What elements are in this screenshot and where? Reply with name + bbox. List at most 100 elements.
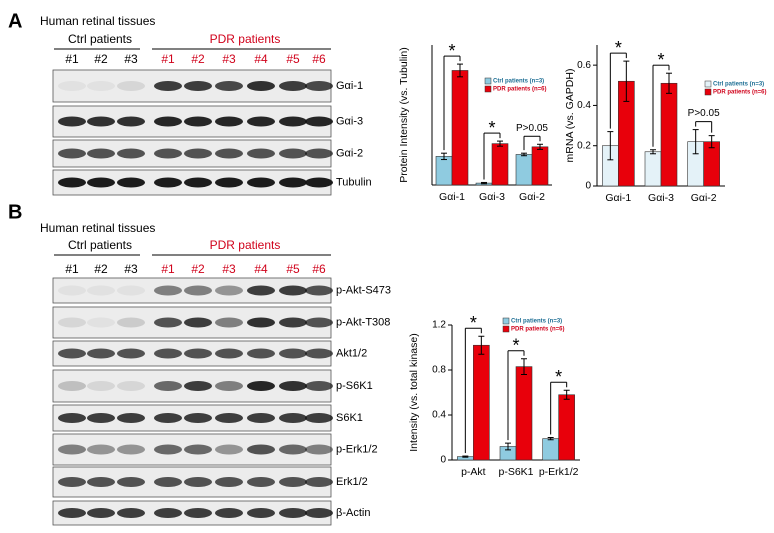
- blot-band: [184, 381, 212, 391]
- lane-label: #3: [222, 52, 236, 66]
- blot-band: [305, 348, 333, 359]
- blot-band: [305, 477, 333, 487]
- blot-band: [87, 285, 115, 296]
- bar: [473, 344, 490, 461]
- blot-label: Tubulin: [336, 176, 372, 188]
- blot-band: [215, 444, 243, 455]
- blot-band: [87, 381, 115, 391]
- blot-band: [87, 477, 115, 487]
- blot-band: [184, 444, 212, 455]
- blot-band: [305, 285, 333, 296]
- blot-band: [279, 348, 307, 359]
- significance-label: *: [512, 336, 519, 356]
- blot-band: [279, 413, 307, 423]
- blot-label: Akt1/2: [336, 347, 367, 359]
- significance-label: *: [470, 313, 477, 333]
- blot-band: [117, 81, 145, 91]
- blot-band: [247, 381, 275, 391]
- blot-band: [87, 444, 115, 455]
- blot-band: [247, 148, 275, 159]
- x-tick-label: p-Akt: [461, 466, 486, 478]
- lane-label: #2: [191, 262, 205, 276]
- blot-band: [154, 381, 182, 391]
- blot-band: [87, 508, 115, 518]
- blot-label: p-S6K1: [336, 380, 373, 392]
- lane-label: #4: [254, 52, 268, 66]
- lane-label: #1: [65, 52, 79, 66]
- blot-band: [215, 177, 243, 188]
- blot-band: [58, 317, 86, 328]
- legend-label: Ctrl patients (n=3): [713, 82, 764, 88]
- blot-label: β-Actin: [336, 507, 370, 519]
- blot-band: [215, 477, 243, 487]
- blot-band: [58, 444, 86, 455]
- bar: [558, 394, 575, 461]
- tissue-label: Human retinal tissues: [40, 14, 155, 28]
- panel-label: A: [8, 10, 22, 32]
- y-tick-label: 0: [440, 455, 446, 466]
- blot-band: [154, 285, 182, 296]
- blot-label: S6K1: [336, 412, 363, 424]
- legend-swatch: [502, 325, 510, 333]
- blot-band: [215, 116, 243, 127]
- blot-band: [279, 317, 307, 328]
- lane-label: #2: [191, 52, 205, 66]
- lane-label: #2: [94, 262, 108, 276]
- lane-label: #3: [124, 262, 138, 276]
- bar: [644, 151, 662, 187]
- lane-label: #6: [312, 52, 326, 66]
- blot-band: [305, 177, 333, 188]
- legend-label: Ctrl patients (n=3): [493, 79, 544, 85]
- legend-label: PDR patients (n=6): [493, 87, 547, 93]
- blot-band: [184, 177, 212, 188]
- blot-band: [154, 148, 182, 159]
- blot-band: [184, 477, 212, 487]
- blot-band: [58, 148, 86, 159]
- blot-band: [215, 148, 243, 159]
- lane-label: #3: [222, 262, 236, 276]
- blot-band: [305, 381, 333, 391]
- blot-band: [184, 317, 212, 328]
- bar: [660, 82, 678, 187]
- bar: [451, 70, 469, 186]
- blot-band: [154, 444, 182, 455]
- blot-label: Gαi-3: [336, 115, 363, 127]
- blot-band: [117, 381, 145, 391]
- lane-label: #5: [286, 52, 300, 66]
- blot-band: [117, 285, 145, 296]
- blot-band: [117, 444, 145, 455]
- blot-label: p-Akt-S473: [336, 284, 391, 296]
- lane-label: #6: [312, 262, 326, 276]
- blot-band: [215, 413, 243, 423]
- blot-band: [117, 413, 145, 423]
- blot-band: [87, 81, 115, 91]
- blot-band: [58, 381, 86, 391]
- bar: [491, 143, 509, 186]
- lane-label: #1: [65, 262, 79, 276]
- blot-band: [184, 348, 212, 359]
- blot-band: [279, 508, 307, 518]
- bar: [515, 154, 533, 186]
- bar: [435, 156, 453, 186]
- blot-band: [184, 413, 212, 423]
- blot-band: [58, 177, 86, 188]
- blot-band: [87, 348, 115, 359]
- blot-band: [154, 348, 182, 359]
- y-tick-label: 0.4: [577, 100, 591, 111]
- legend-label: PDR patients (n=6): [713, 90, 767, 96]
- blot-band: [279, 81, 307, 91]
- blot-band: [305, 81, 333, 91]
- x-tick-label: p-Erk1/2: [539, 466, 579, 478]
- blot-band: [184, 148, 212, 159]
- legend-swatch: [502, 317, 510, 325]
- blot-band: [154, 413, 182, 423]
- blot-band: [117, 148, 145, 159]
- panel-label: B: [8, 201, 22, 223]
- significance-label: *: [448, 41, 455, 61]
- blot-band: [154, 477, 182, 487]
- legend-swatch: [704, 80, 712, 88]
- blot-band: [215, 81, 243, 91]
- blot-band: [279, 177, 307, 188]
- blot-band: [279, 285, 307, 296]
